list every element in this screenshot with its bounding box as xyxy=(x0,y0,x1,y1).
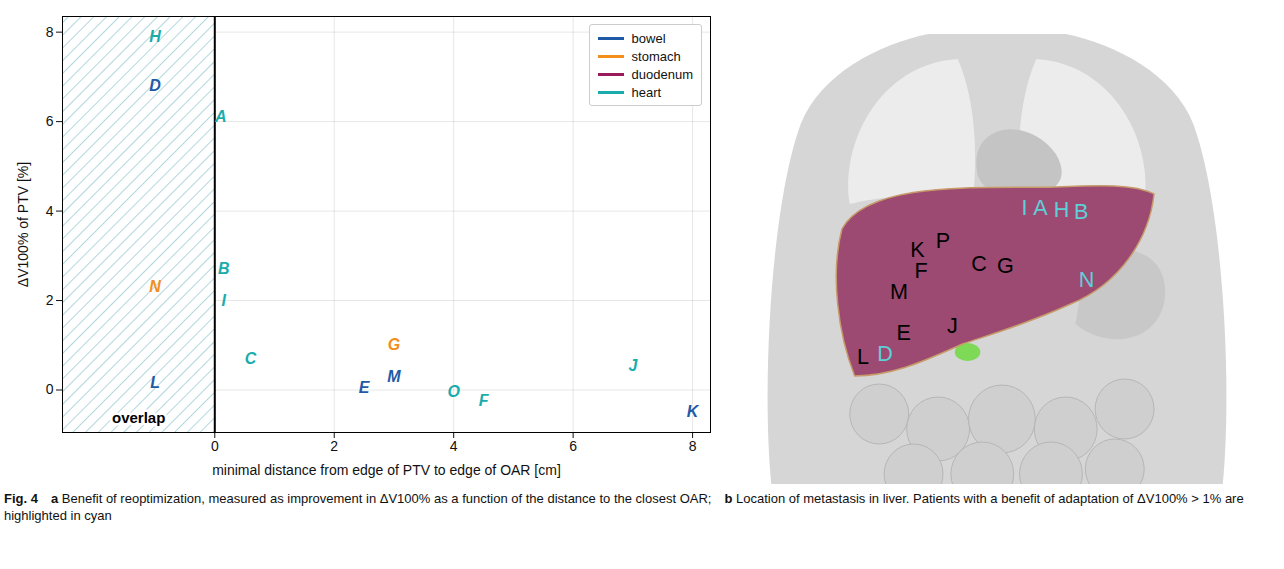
svg-text:B: B xyxy=(218,260,230,277)
html-text:duodenum: duodenum xyxy=(631,66,693,82)
svg-text:J: J xyxy=(628,357,638,374)
svg-text:F: F xyxy=(915,257,928,282)
svg-text:L: L xyxy=(150,374,160,391)
svg-text:C: C xyxy=(245,350,257,367)
svg-text:A: A xyxy=(1033,195,1048,220)
svg-text:M: M xyxy=(890,279,908,304)
svg-text:E: E xyxy=(897,320,911,345)
svg-text:ΔV100% of PTV [%]: ΔV100% of PTV [%] xyxy=(15,162,31,287)
svg-text:E: E xyxy=(359,379,371,396)
svg-text:M: M xyxy=(387,368,401,385)
svg-text:C: C xyxy=(971,251,987,276)
svg-text:I: I xyxy=(1022,195,1028,220)
svg-text:4: 4 xyxy=(450,438,458,454)
html-text:heart: heart xyxy=(631,84,662,100)
svg-text:O: O xyxy=(447,383,460,400)
svg-text:D: D xyxy=(877,340,893,365)
svg-text:P: P xyxy=(936,228,950,253)
svg-text:K: K xyxy=(687,403,700,420)
html-text:a Benefit of reoptimization, m: a Benefit of reoptimization, measured as… xyxy=(51,491,712,506)
svg-text:F: F xyxy=(479,392,490,409)
svg-text:8: 8 xyxy=(689,438,697,454)
html-text:Fig. 4: Fig. 4 xyxy=(4,491,38,506)
svg-text:H: H xyxy=(1054,196,1070,221)
svg-text:0: 0 xyxy=(46,381,54,397)
svg-text:K: K xyxy=(910,236,925,262)
html-text:bowel: bowel xyxy=(631,30,666,46)
svg-text:2: 2 xyxy=(46,292,54,308)
svg-text:A: A xyxy=(214,108,227,125)
svg-text:N: N xyxy=(149,278,161,295)
svg-text:D: D xyxy=(149,77,161,94)
svg-text:minimal distance from edge of: minimal distance from edge of PTV to edg… xyxy=(212,462,561,478)
svg-text:I: I xyxy=(222,292,227,309)
svg-text:J: J xyxy=(947,313,958,338)
svg-text:6: 6 xyxy=(46,113,54,129)
svg-text:H: H xyxy=(149,28,161,45)
svg-text:8: 8 xyxy=(46,24,54,40)
svg-text:N: N xyxy=(1079,267,1095,292)
svg-text:B: B xyxy=(1074,198,1088,223)
svg-text:G: G xyxy=(388,336,400,353)
svg-text:overlap: overlap xyxy=(112,409,165,426)
svg-text:6: 6 xyxy=(569,438,577,454)
html-text:b Location of metastasis in li: b Location of metastasis in liver. Patie… xyxy=(4,491,1244,523)
svg-text:0: 0 xyxy=(211,438,219,454)
svg-text:L: L xyxy=(857,343,869,368)
html-text:stomach: stomach xyxy=(631,48,681,64)
svg-text:G: G xyxy=(997,253,1014,278)
svg-text:4: 4 xyxy=(46,203,54,219)
svg-text:2: 2 xyxy=(330,438,338,454)
